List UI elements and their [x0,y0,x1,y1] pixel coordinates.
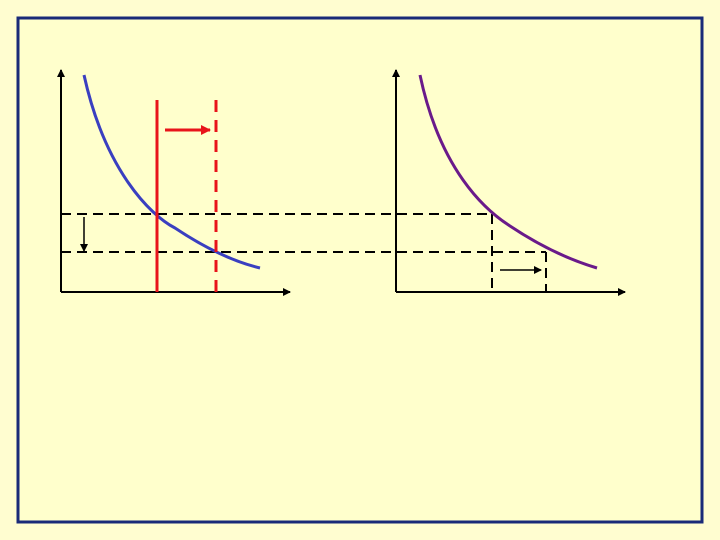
frame [16,16,704,524]
left-axes [57,69,291,296]
left-curve [82,74,261,270]
right-curve [418,74,598,270]
right-axes [392,69,626,296]
guide-lines [61,213,547,292]
